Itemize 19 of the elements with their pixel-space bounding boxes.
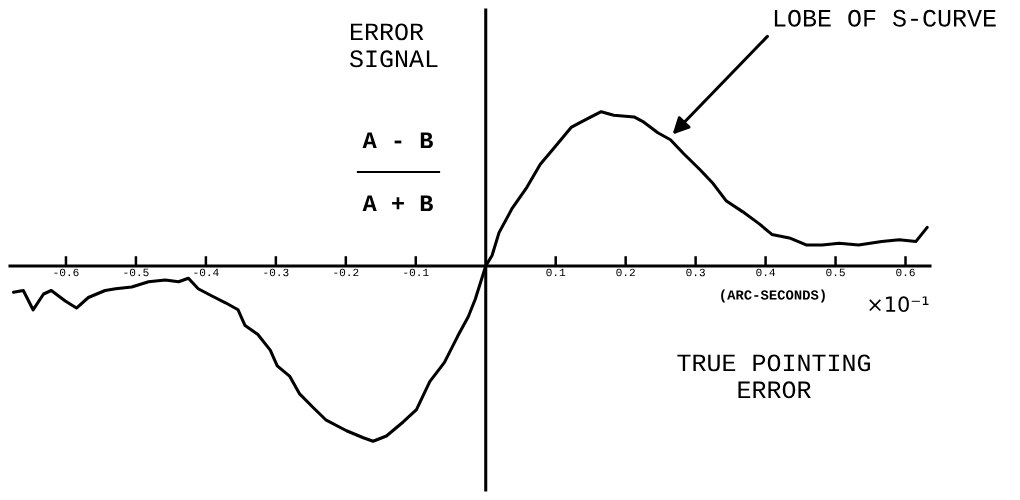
- x-tick-label: -0.4: [194, 268, 219, 277]
- x-axis-title: TRUE POINTING ERROR: [677, 354, 870, 399]
- x-tick-label: -0.2: [334, 268, 359, 277]
- x-tick-label: 0.6: [896, 268, 915, 277]
- x-tick-label: 0.1: [546, 268, 566, 277]
- x-tick-label: -0.1: [404, 268, 429, 277]
- annotation: A + B: [362, 195, 433, 212]
- annotation: A - B: [362, 132, 433, 149]
- x-tick-label: 0.5: [826, 268, 845, 277]
- x-tick-label: 0.4: [756, 268, 776, 277]
- annotation: LOBE OF S-CURVE: [774, 9, 996, 27]
- annotation: ×10⁻¹: [869, 296, 929, 313]
- x-tick-label: 0.2: [616, 268, 635, 277]
- x-tick-label: -0.5: [124, 268, 149, 277]
- y-axis-title: ERROR SIGNAL: [349, 23, 438, 68]
- x-tick-label: 0.3: [686, 268, 705, 277]
- annotation: (ARC-SECONDS): [721, 289, 825, 303]
- x-tick-label: -0.3: [264, 268, 289, 277]
- x-tick-label: -0.6: [54, 268, 79, 277]
